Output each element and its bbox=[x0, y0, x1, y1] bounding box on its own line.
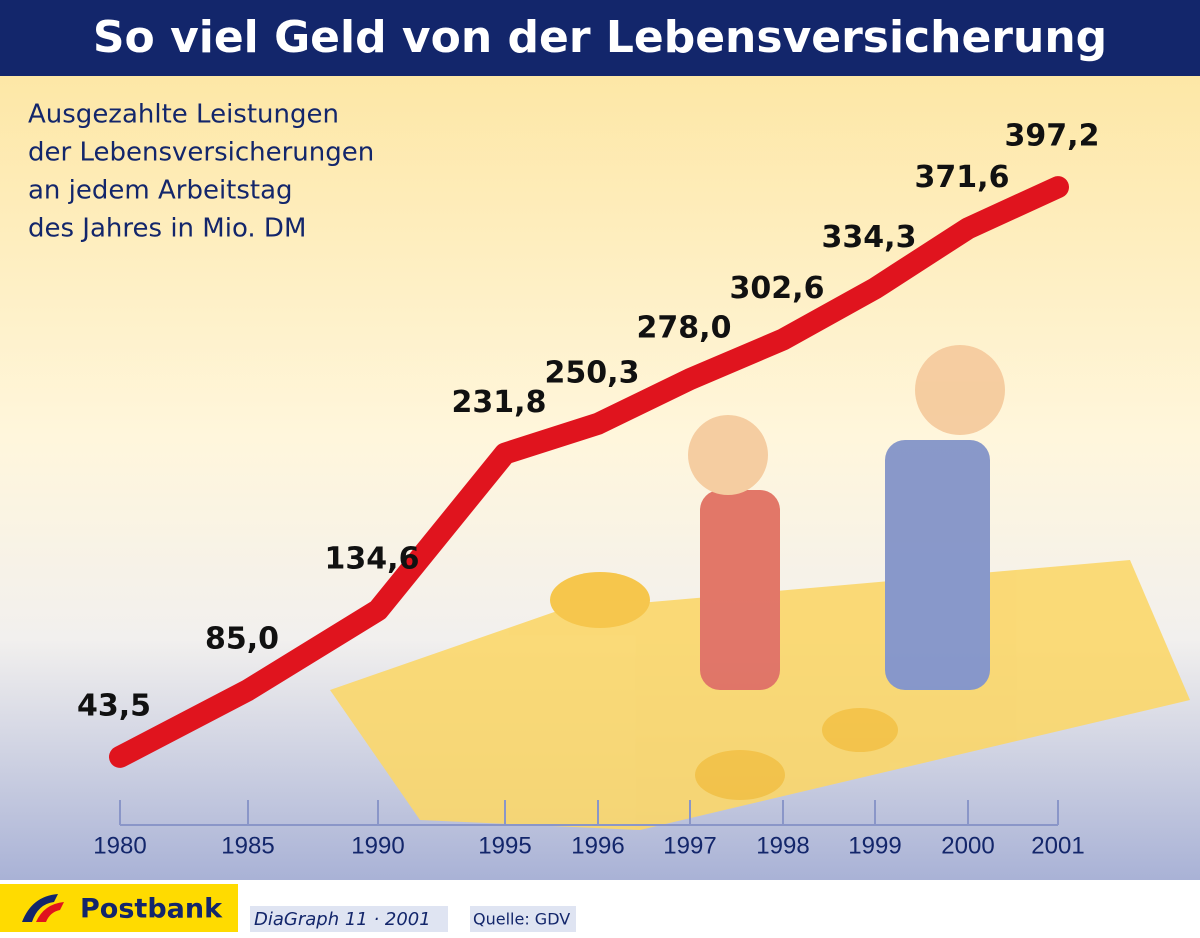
source: Quelle: GDV bbox=[473, 910, 570, 929]
x-tick-label: 2001 bbox=[1031, 832, 1084, 859]
coin bbox=[695, 750, 785, 800]
coin bbox=[822, 708, 898, 752]
description-line: des Jahres in Mio. DM bbox=[28, 214, 306, 244]
x-tick-label: 1990 bbox=[351, 832, 404, 859]
value-label: 250,3 bbox=[545, 355, 640, 390]
header-bar bbox=[0, 0, 1200, 76]
data-line bbox=[109, 176, 1069, 768]
illustration bbox=[330, 345, 1190, 830]
source-box bbox=[470, 906, 576, 932]
x-tick-label: 1997 bbox=[663, 832, 716, 859]
description-line: an jedem Arbeitstag bbox=[28, 176, 293, 206]
credit: DiaGraph 11 · 2001 bbox=[254, 909, 431, 930]
man bbox=[885, 440, 990, 690]
value-label: 134,6 bbox=[325, 542, 420, 577]
value-label: 302,6 bbox=[730, 271, 825, 306]
value-label: 43,5 bbox=[77, 688, 151, 723]
description: Ausgezahlte Leistungen der Lebensversiche… bbox=[28, 100, 374, 244]
woman bbox=[700, 490, 780, 690]
value-label: 231,8 bbox=[452, 385, 547, 420]
x-tick-label: 1998 bbox=[756, 832, 809, 859]
woman-head bbox=[688, 415, 768, 495]
brand: Postbank bbox=[80, 894, 223, 925]
x-tick-label: 1985 bbox=[221, 832, 274, 859]
description-line: Ausgezahlte Leistungen bbox=[28, 100, 339, 130]
value-label: 85,0 bbox=[205, 622, 279, 657]
x-tick-label: 1999 bbox=[848, 832, 901, 859]
value-label: 278,0 bbox=[637, 311, 732, 346]
value-label: 397,2 bbox=[1005, 119, 1100, 154]
value-label: 371,6 bbox=[915, 160, 1010, 195]
x-tick-label: 2000 bbox=[941, 832, 994, 859]
x-tick-label: 1980 bbox=[93, 832, 146, 859]
chart-title: So viel Geld von der Lebensversicherung bbox=[93, 12, 1107, 63]
man-head bbox=[915, 345, 1005, 435]
value-label: 334,3 bbox=[822, 220, 917, 255]
x-tick-label: 1995 bbox=[478, 832, 531, 859]
brand-logo bbox=[22, 894, 64, 922]
credit-box bbox=[250, 906, 448, 932]
coin bbox=[550, 572, 650, 628]
x-tick-label: 1996 bbox=[571, 832, 624, 859]
description-line: der Lebensversicherungen bbox=[28, 138, 374, 168]
